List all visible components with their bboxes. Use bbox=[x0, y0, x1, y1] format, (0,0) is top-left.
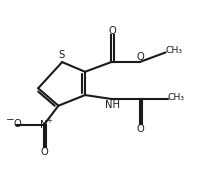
Text: O: O bbox=[137, 124, 145, 134]
Text: −: − bbox=[6, 115, 15, 125]
Text: NH: NH bbox=[106, 100, 120, 110]
Text: CH₃: CH₃ bbox=[165, 46, 182, 55]
Text: N: N bbox=[40, 120, 47, 130]
Text: O: O bbox=[14, 119, 21, 129]
Text: +: + bbox=[46, 118, 52, 124]
Text: O: O bbox=[108, 26, 116, 36]
Text: O: O bbox=[41, 147, 49, 157]
Text: S: S bbox=[58, 50, 64, 60]
Text: O: O bbox=[136, 52, 144, 62]
Text: CH₃: CH₃ bbox=[168, 93, 185, 101]
